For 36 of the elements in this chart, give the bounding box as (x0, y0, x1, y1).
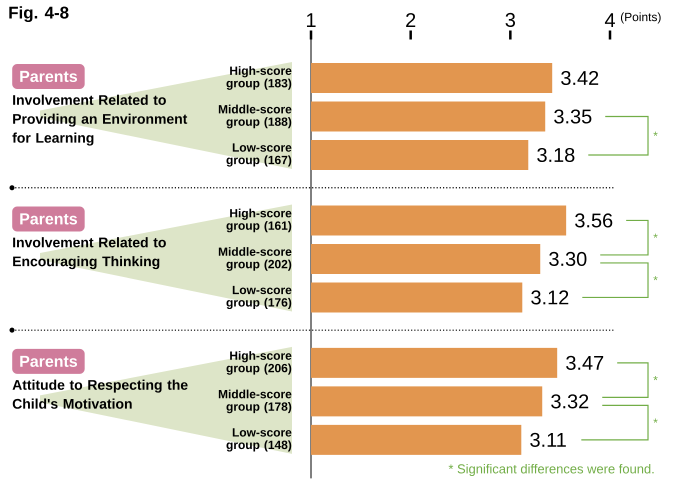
text: * (653, 376, 658, 380)
text: Involvement Related to Encouraging Thinking (13, 237, 166, 270)
x-tick-label: 2 (406, 13, 416, 27)
text: Parents (20, 213, 78, 225)
text: Involvement Related to Providing an Environment for Learning (12, 94, 188, 146)
data-label: 3.42 (561, 70, 598, 86)
y-tick-label: Low-score group (167) (226, 143, 292, 167)
y-tick-label: High-score group (206) (226, 351, 292, 375)
data-label: 3.32 (551, 394, 588, 408)
text: * (653, 132, 658, 136)
text: Attitude to Respecting the Child's Motivation (12, 380, 188, 409)
text: Parents (20, 70, 78, 82)
data-label: 3.12 (531, 290, 568, 304)
text: Fig. 4-8 (9, 6, 69, 22)
y-tick-label: Middle-score group (202) (218, 247, 292, 271)
y-tick-label: High-score group (161) (226, 208, 292, 232)
x-tick-label: 3 (506, 12, 515, 27)
data-label: 3.30 (549, 252, 586, 266)
y-tick-label: Middle-score group (178) (218, 390, 292, 414)
data-label: 3.35 (554, 109, 592, 124)
x-tick-label: 4 (604, 13, 615, 27)
y-tick-label: Middle-score group (188) (218, 104, 292, 128)
x-axis-title: (Points) (620, 12, 661, 24)
data-label: 3.56 (575, 213, 612, 228)
annotation: * Significant differences were found. (448, 464, 654, 476)
data-label: 3.47 (566, 356, 604, 370)
text: * (653, 276, 658, 280)
data-label: 3.18 (537, 148, 574, 162)
y-tick-label: Low-score group (148) (226, 428, 292, 452)
x-tick-label: 1 (306, 13, 316, 27)
text: * (653, 234, 658, 238)
text: * (653, 418, 658, 423)
data-label: 3.11 (530, 432, 566, 447)
text: Parents (20, 356, 78, 367)
y-tick-label: High-score group (183) (226, 66, 292, 90)
y-tick-label: Low-score group (176) (226, 286, 292, 310)
